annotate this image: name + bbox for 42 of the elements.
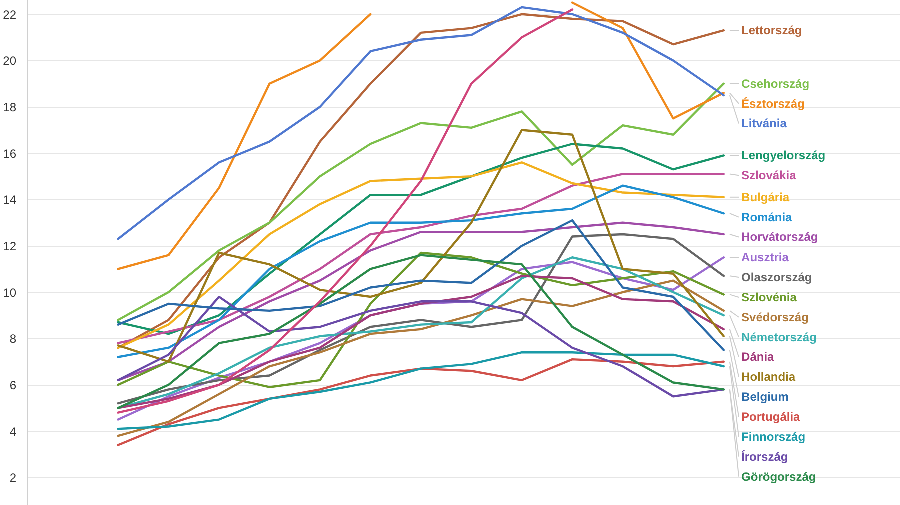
series-label: Románia — [742, 210, 793, 224]
text: Finnország — [742, 430, 806, 444]
y-tick-label: 18 — [3, 100, 17, 115]
text: Litvánia — [742, 116, 788, 131]
text: Portugália — [742, 410, 801, 424]
line-series — [117, 296, 725, 398]
series-label: Lettország — [742, 24, 802, 38]
series-label: Csehország — [742, 76, 810, 91]
y-tick-label: 8 — [10, 332, 17, 346]
y-tick-label: 12 — [3, 240, 17, 254]
series-label: Szlovénia — [742, 290, 798, 304]
series-label: Németország — [742, 330, 817, 344]
y-tick-label: 22 — [3, 8, 17, 22]
series-label: Olaszország — [742, 270, 812, 285]
line-series — [117, 129, 725, 363]
text: Dánia — [742, 350, 775, 364]
line-series — [117, 82, 725, 322]
text: Belgium — [742, 390, 789, 404]
series-label: Észtország — [742, 96, 805, 111]
line-series — [117, 358, 725, 446]
line-series — [117, 219, 725, 352]
line-series — [117, 8, 574, 414]
y-tick-label: 4 — [10, 424, 17, 439]
line-series — [117, 352, 725, 430]
line-series — [117, 143, 725, 336]
series-label: Svédország — [742, 310, 809, 324]
line-series — [117, 222, 725, 382]
y-tick-label: 16 — [3, 146, 17, 161]
y-tick-label: 10 — [3, 286, 17, 300]
series-label: Szlovákia — [742, 168, 797, 183]
text: Görögország — [742, 470, 816, 484]
series-label: Lengyelország — [742, 148, 826, 163]
line-series — [117, 280, 725, 438]
y-tick-label: 2 — [10, 471, 17, 486]
text: Írország — [742, 450, 788, 464]
series-label: Horvátország — [742, 230, 818, 244]
series-label: Bulgária — [742, 190, 790, 204]
y-tick-label: 20 — [3, 54, 17, 68]
y-tick-label: 6 — [10, 378, 17, 393]
series-label: Ausztria — [742, 250, 790, 265]
y-tick-label: 14 — [3, 193, 17, 208]
text: Hollandia — [742, 370, 796, 384]
